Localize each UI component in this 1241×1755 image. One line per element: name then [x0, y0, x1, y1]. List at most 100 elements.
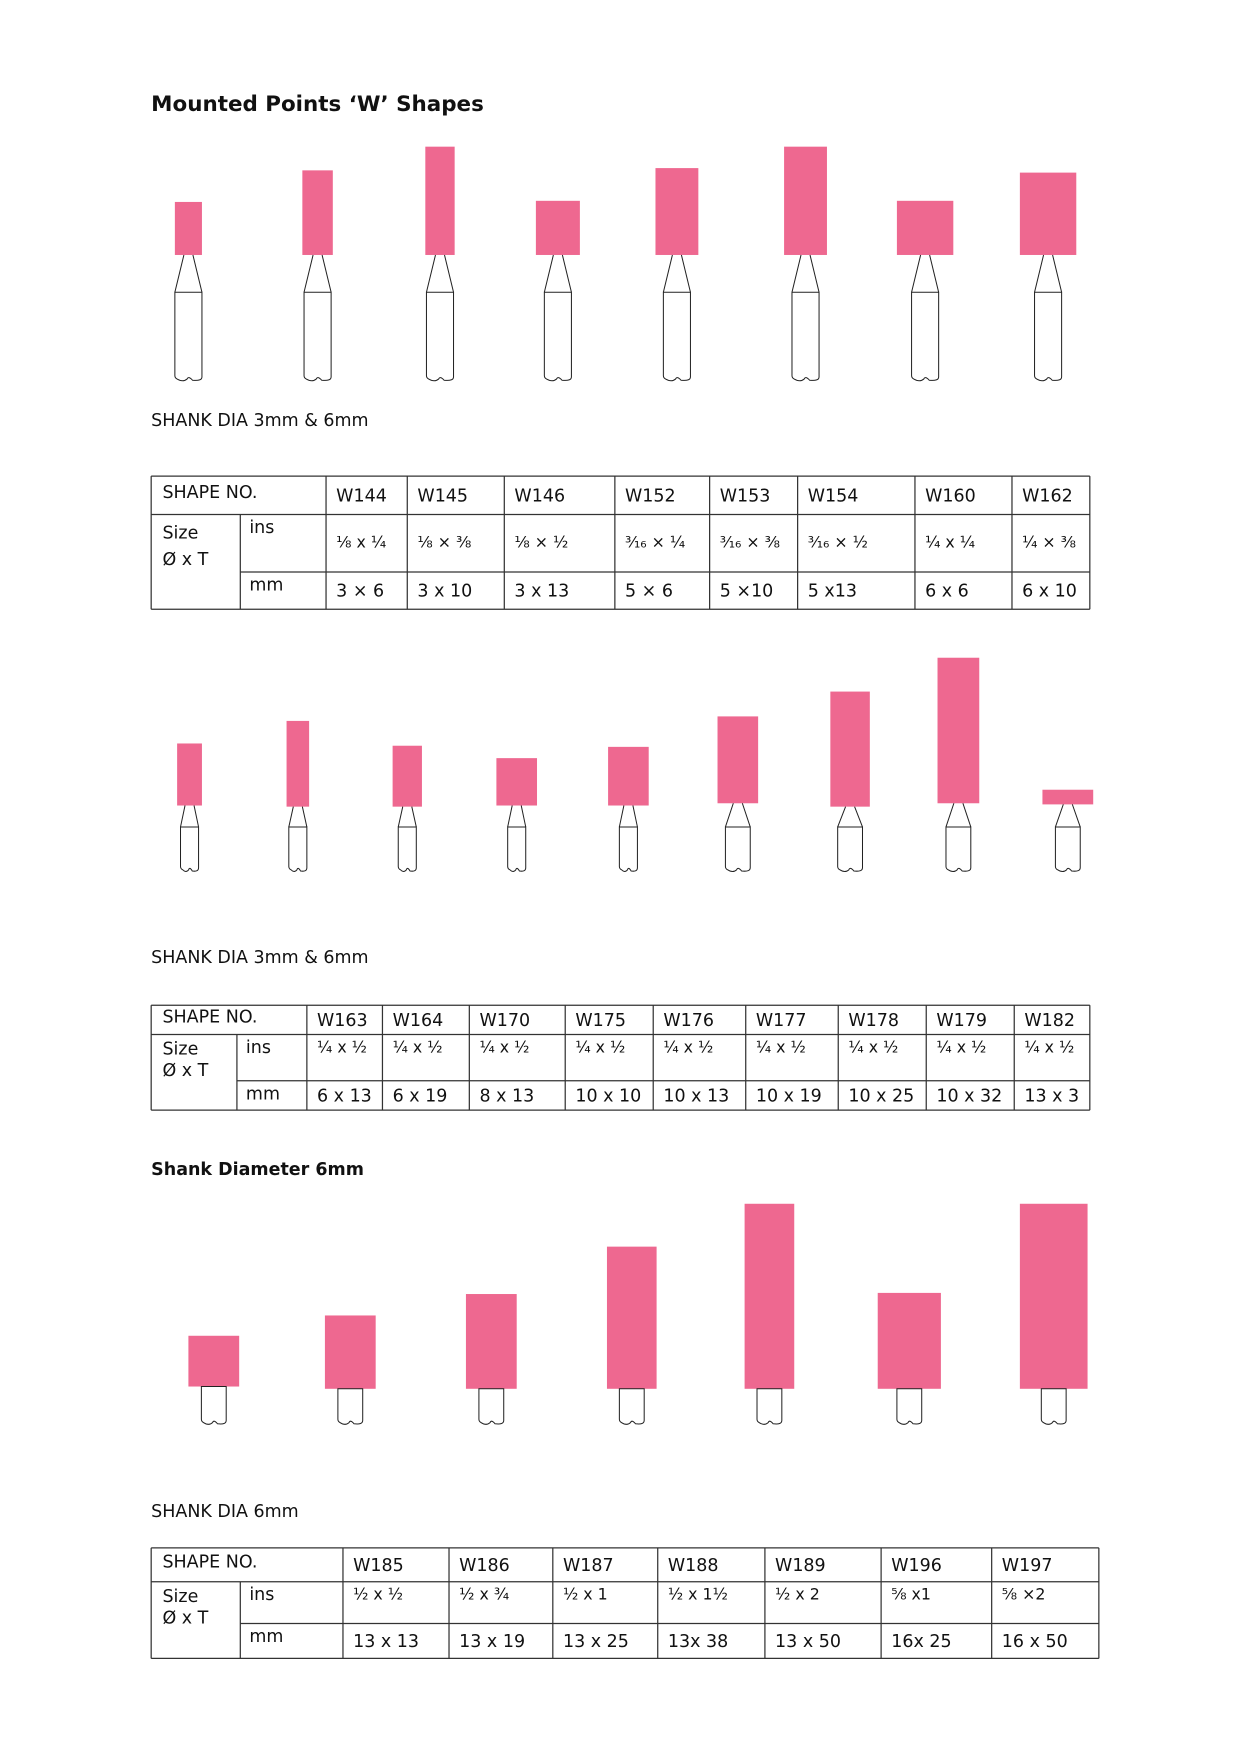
shank: [756, 1388, 783, 1425]
size-mm: 13 x 13: [353, 1632, 419, 1652]
shape-no: W186: [459, 1556, 510, 1576]
wheel: [655, 168, 699, 255]
wheel: [896, 200, 954, 255]
wheel: [174, 201, 202, 255]
size-mm: 5 ×10: [720, 582, 774, 602]
wheel: [188, 1335, 240, 1387]
size-mm: 10 x 32: [936, 1087, 1002, 1107]
size-ins: ⅝ ×2: [1002, 1585, 1046, 1604]
size-mm: 6 x 19: [393, 1087, 448, 1107]
row-label: Ø x T: [162, 1061, 208, 1081]
shape-no: W170: [479, 1011, 530, 1031]
caption: SHANK DIA 3mm & 6mm: [151, 948, 368, 968]
shape-no: W144: [336, 486, 387, 506]
neck: [945, 803, 972, 828]
shank: [543, 291, 572, 382]
size-ins: ¼ x ½: [393, 1038, 443, 1057]
shape-no: W146: [514, 486, 565, 506]
size-ins: ³⁄₁₆ × ¼: [625, 533, 685, 552]
shank: [1034, 291, 1063, 382]
size-mm: 6 x 13: [317, 1087, 372, 1107]
wheel: [535, 200, 580, 255]
wheel: [465, 1294, 517, 1389]
neck: [911, 254, 940, 293]
shank: [1040, 1388, 1067, 1425]
shape-no: W178: [848, 1011, 899, 1031]
wheel: [877, 1292, 941, 1389]
page-title: Mounted Points ‘W’ Shapes: [151, 92, 484, 117]
size-mm: 8 x 13: [479, 1087, 534, 1107]
wheel: [286, 720, 310, 807]
size-ins: ¼ x ½: [575, 1038, 625, 1057]
shank: [425, 291, 455, 382]
shank: [303, 291, 332, 382]
size-ins: ⅛ × ⅜: [417, 533, 471, 552]
shape-no: W187: [563, 1556, 614, 1576]
size-ins: ½ x ¾: [459, 1585, 509, 1604]
shank: [945, 826, 972, 873]
unit-label: ins: [246, 1038, 271, 1058]
size-ins: ½ x 1: [563, 1585, 608, 1604]
shape-no: W176: [663, 1011, 714, 1031]
size-ins: ½ x 2: [775, 1585, 820, 1604]
shank: [180, 826, 200, 873]
caption: SHANK DIA 3mm & 6mm: [151, 411, 368, 431]
size-ins: ¼ × ⅜: [1022, 533, 1076, 552]
neck: [397, 806, 417, 828]
size-mm: 13x 38: [668, 1632, 728, 1652]
size-ins: ¼ x ½: [317, 1038, 367, 1057]
shank: [288, 826, 308, 873]
shank: [200, 1386, 227, 1425]
shank: [1054, 826, 1081, 873]
size-ins: ⅛ × ½: [514, 533, 568, 552]
size-mm: 16x 25: [891, 1632, 951, 1652]
size-ins: ¼ x ½: [936, 1038, 986, 1057]
neck: [543, 254, 572, 293]
shank: [724, 826, 751, 873]
neck: [174, 254, 203, 293]
neck: [791, 254, 820, 293]
size-mm: 13 x 50: [775, 1632, 841, 1652]
size-ins: ¼ x ¼: [925, 533, 975, 552]
shape-no: W162: [1022, 486, 1073, 506]
neck: [507, 805, 527, 828]
shank: [791, 291, 820, 382]
table-header: SHAPE NO.: [162, 1553, 257, 1573]
unit-label: ins: [249, 1585, 274, 1605]
wheel: [392, 745, 422, 807]
size-ins: ³⁄₁₆ × ½: [808, 533, 868, 552]
unit-label: mm: [246, 1084, 280, 1104]
shank: [174, 291, 203, 382]
size-mm: 6 x 6: [925, 582, 969, 602]
shape-no: W185: [353, 1556, 404, 1576]
size-ins: ³⁄₁₆ × ⅜: [720, 533, 780, 552]
size-ins: ¼ x ½: [756, 1038, 806, 1057]
shank: [507, 826, 527, 873]
row-label: Ø x T: [162, 550, 208, 570]
shank: [911, 291, 940, 382]
neck: [662, 254, 691, 293]
size-ins: ⅝ x1: [891, 1585, 931, 1604]
shape-no: W175: [575, 1011, 626, 1031]
neck: [303, 254, 332, 293]
wheel: [1042, 789, 1094, 805]
size-ins: ¼ x ½: [479, 1038, 529, 1057]
size-ins: ¼ x ½: [1024, 1038, 1074, 1057]
size-ins: ½ x ½: [353, 1585, 403, 1604]
wheel: [324, 1315, 376, 1389]
size-mm: 10 x 10: [575, 1087, 641, 1107]
shank: [896, 1388, 923, 1425]
shape-no: W182: [1024, 1011, 1075, 1031]
wheel: [937, 657, 980, 804]
shape-no: W188: [668, 1556, 719, 1576]
size-mm: 5 x13: [808, 582, 857, 602]
neck: [425, 254, 455, 293]
neck: [180, 805, 200, 828]
wheel: [1019, 172, 1077, 255]
row-label: Size: [162, 523, 198, 543]
neck: [1054, 804, 1081, 828]
size-mm: 16 x 50: [1002, 1632, 1068, 1652]
shank: [662, 291, 691, 382]
wheel: [496, 758, 538, 806]
